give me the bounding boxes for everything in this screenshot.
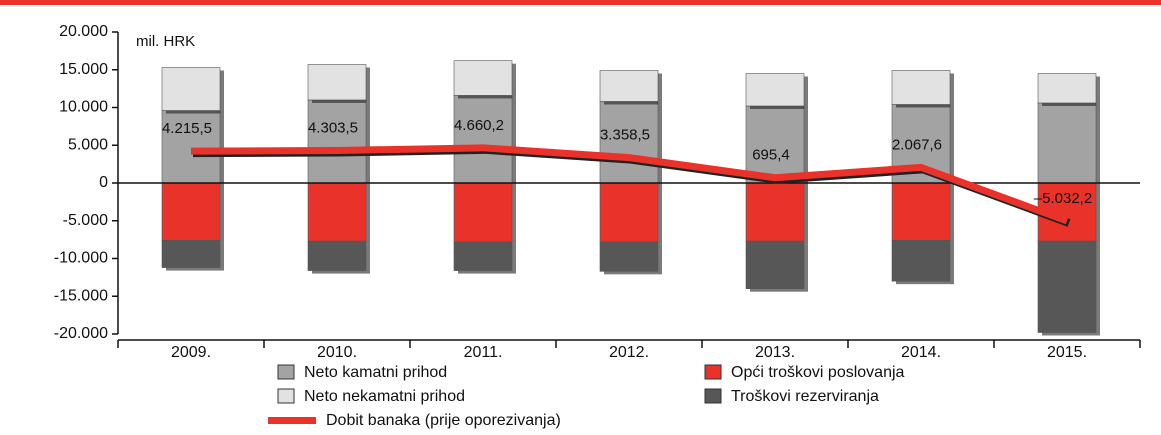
y-tick-label: -5.000: [63, 212, 108, 229]
bar: [453, 182, 513, 243]
bar: [307, 182, 367, 242]
bar: [891, 240, 951, 282]
bar: [745, 182, 805, 242]
data-label: 3.358,5: [600, 127, 650, 144]
x-tick-label: 2015.: [1047, 344, 1087, 361]
bar: [891, 70, 951, 105]
x-tick-label: 2010.: [317, 344, 357, 361]
top-rule: [0, 0, 1161, 5]
legend-swatch: [277, 388, 295, 404]
legend-swatch: [268, 417, 316, 424]
legend-label: Opći troškovi poslovanja: [731, 364, 905, 381]
bar: [307, 99, 367, 184]
y-tick-label: -15.000: [54, 287, 108, 304]
bar: [891, 182, 951, 241]
bar: [453, 241, 513, 271]
data-label: 2.067,6: [892, 136, 942, 153]
y-tick-label: 10.000: [59, 99, 108, 116]
y-tick-label: -20.000: [54, 325, 108, 342]
data-label: 4.215,5: [162, 120, 212, 137]
y-tick-label: 0: [99, 174, 108, 191]
bar: [161, 67, 221, 111]
bar: [307, 64, 367, 101]
bar: [161, 240, 221, 268]
bar: [745, 240, 805, 289]
bar: [453, 95, 513, 184]
data-label: 4.660,2: [454, 117, 504, 134]
legend-swatch: [704, 364, 722, 380]
x-tick-label: 2014.: [901, 344, 941, 361]
unit-label: mil. HRK: [136, 33, 195, 50]
x-tick-label: 2011.: [464, 344, 503, 361]
bar: [599, 182, 659, 243]
data-label: 4.303,5: [308, 119, 358, 136]
legend-label: Troškovi rezerviranja: [731, 388, 879, 405]
bar: [307, 240, 367, 271]
bar: [599, 70, 659, 102]
x-tick-label: 2009.: [171, 344, 211, 361]
line: [190, 144, 1069, 225]
y-tick-label: -10.000: [54, 250, 108, 267]
bar: [599, 241, 659, 272]
x-tick-label: 2013.: [755, 344, 795, 361]
legend-swatch: [704, 388, 722, 404]
y-tick-label: 20.000: [59, 23, 108, 40]
legend-swatch: [277, 364, 295, 380]
data-label: 695,4: [752, 147, 790, 164]
bar: [1037, 102, 1097, 184]
bar: [745, 73, 805, 107]
legend-label: Dobit banaka (prije oporezivanja): [326, 412, 561, 429]
x-tick-label: 2012.: [609, 344, 649, 361]
bar: [161, 110, 221, 184]
bar: [161, 182, 221, 241]
y-tick-label: 5.000: [68, 136, 108, 153]
bar: [1037, 73, 1097, 104]
data-label: –5.032,2: [1034, 190, 1092, 207]
legend-label: Neto nekamatni prihod: [304, 388, 465, 405]
y-tick-label: 15.000: [59, 61, 108, 78]
bar: [453, 60, 513, 96]
bar: [1037, 240, 1097, 333]
legend-label: Neto kamatni prihod: [304, 364, 447, 381]
